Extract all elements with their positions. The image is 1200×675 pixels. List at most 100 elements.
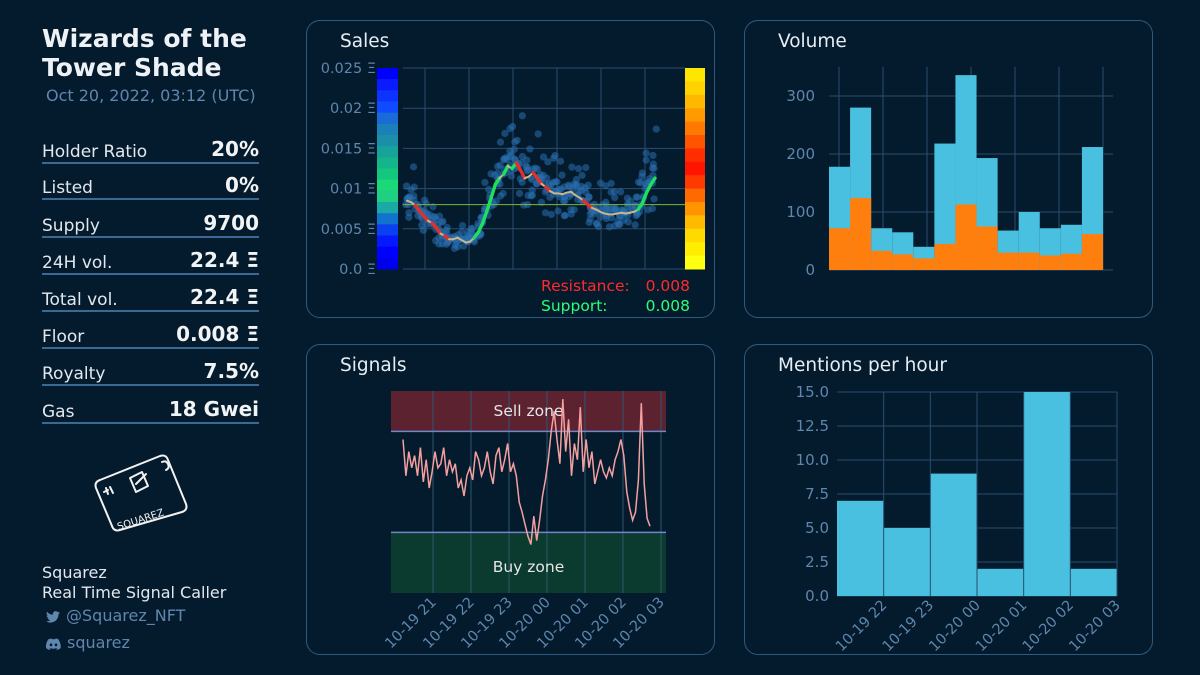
volume-profile-cell (377, 90, 398, 102)
sale-point (638, 172, 646, 181)
sale-point (426, 211, 434, 219)
mentions-bar (837, 500, 884, 596)
sale-point (409, 163, 418, 171)
sale-point (578, 171, 586, 180)
sale-point (633, 193, 641, 201)
stat-value: 22.4 Ξ (190, 285, 259, 309)
sale-point (528, 186, 536, 194)
support-value: 0.008 (646, 297, 690, 315)
sell-zone (391, 391, 666, 432)
volume-bar-part (1060, 253, 1082, 270)
stat-value: 20% (211, 137, 259, 161)
median-price-segment (493, 176, 502, 187)
y-tick-label: 0.025 Ξ (321, 61, 376, 77)
heat-profile-cell (685, 121, 705, 136)
title-line-2: Tower Shade (42, 53, 222, 82)
mentions-bar (1070, 568, 1117, 596)
median-price-segment (485, 196, 493, 213)
sale-point (439, 217, 447, 226)
volume-profile-cell (377, 157, 398, 169)
heat-profile-cell (685, 135, 705, 149)
mentions-bar (883, 528, 931, 596)
sales-panel-title: Sales (340, 31, 390, 52)
sale-point (468, 224, 477, 233)
y-tick-label: 0.0 (805, 587, 829, 605)
sale-point (572, 175, 581, 184)
sale-point (481, 178, 489, 187)
stat-value: 0.008 Ξ (176, 322, 259, 346)
resistance-value: 0.008 (646, 277, 690, 295)
volume-profile-cell (377, 168, 398, 181)
stat-value: 18 Gwei (168, 397, 259, 421)
sale-point (642, 149, 650, 157)
sale-point (582, 163, 590, 172)
sale-point (626, 197, 635, 205)
volume-bar-part (850, 198, 872, 270)
sale-point (648, 205, 657, 213)
median-price-segment (501, 164, 510, 176)
volume-profile-cell (377, 235, 398, 248)
volume-profile-cell (377, 257, 398, 270)
sale-point (585, 193, 593, 201)
median-price-segment (518, 168, 527, 180)
sale-point (544, 158, 552, 166)
sell-zone-label: Sell zone (494, 402, 564, 420)
squarez-card-logo-icon: SQUAREZ (94, 454, 188, 532)
sale-point (501, 129, 509, 138)
footer-name: Squarez (42, 563, 107, 582)
volume-profile-cell (377, 246, 398, 259)
sale-point (652, 125, 660, 133)
discord-link[interactable]: squarez (45, 633, 130, 652)
twitter-link[interactable]: @Squarez_NFT (46, 606, 185, 625)
twitter-handle: @Squarez_NFT (66, 606, 186, 625)
stat-total-volume: Total vol. 22.4 Ξ (42, 284, 259, 312)
volume-profile-cell (377, 123, 398, 136)
sale-point (513, 136, 521, 144)
sale-point (596, 213, 604, 221)
sales-chart: 0.0 Ξ 0.005 Ξ 0.01 Ξ 0.015 Ξ 0.02 Ξ 0.025 Ξ Re… (321, 61, 705, 315)
sale-point (534, 130, 542, 138)
median-price-segment (422, 214, 430, 223)
sale-point (642, 156, 650, 164)
stat-24h-volume: 24H vol. 22.4 Ξ (42, 247, 259, 275)
volume-profile-cell (377, 135, 398, 147)
stat-label: Total vol. (42, 290, 118, 310)
volume-profile-cell (377, 224, 398, 236)
heat-profile-cell (685, 161, 705, 176)
sale-point (568, 163, 576, 171)
sale-point (518, 152, 527, 161)
y-tick-label: 12.5 (796, 417, 829, 435)
stat-label: Supply (42, 216, 100, 236)
sale-point (624, 218, 632, 226)
sale-point (533, 165, 541, 173)
y-tick-label: 10.0 (796, 451, 829, 469)
stat-supply: Supply 9700 (42, 210, 259, 238)
sale-point (574, 165, 583, 173)
sale-point (507, 172, 515, 180)
y-tick-label: 7.5 (805, 485, 829, 503)
stat-value: 7.5% (203, 359, 259, 383)
sale-point (553, 178, 561, 186)
volume-bar-part (997, 252, 1019, 270)
heat-profile-cell (685, 175, 705, 190)
mentions-bar (1023, 392, 1071, 596)
y-tick-label: 100 (786, 203, 815, 221)
stat-gas: Gas 18 Gwei (42, 396, 259, 424)
sale-point (584, 181, 592, 189)
stat-value: 0% (225, 173, 259, 197)
signals-panel: Signals 10-19 21 10-19 22 10-19 23 10-20 00… (306, 344, 715, 655)
mentions-bar (930, 473, 977, 596)
sale-point (527, 192, 535, 200)
sale-point (518, 178, 526, 186)
y-tick-label: 300 (786, 87, 815, 105)
sale-point (611, 193, 619, 202)
y-tick-label: 0 (805, 261, 815, 279)
volume-bar-part (829, 228, 851, 270)
volume-profile-cell (377, 202, 398, 214)
volume-profile-cell (377, 101, 398, 114)
sale-point (435, 212, 444, 220)
sale-point (607, 214, 616, 222)
volume-bar-part (1039, 255, 1061, 270)
discord-handle: squarez (67, 633, 130, 652)
sale-point (509, 122, 517, 131)
